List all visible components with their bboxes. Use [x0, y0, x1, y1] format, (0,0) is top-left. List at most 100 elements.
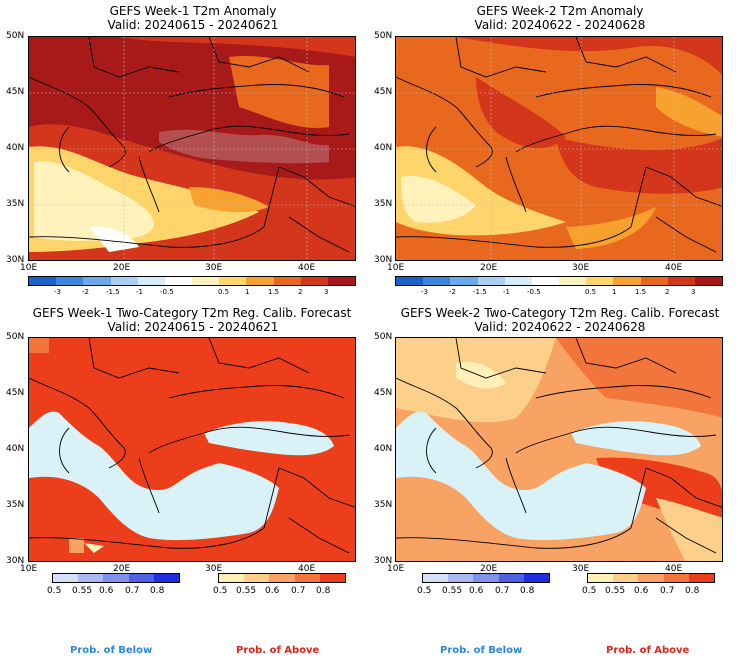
cbar-swatch: [450, 277, 478, 285]
panel1-cbar-tick: -3: [54, 288, 61, 296]
panel1-cbar-tick: 0.5: [218, 288, 230, 296]
panel4-above-tick: 0.6: [634, 586, 649, 596]
panel1-cbar-tick: 1: [245, 288, 250, 296]
panel4-probability-field: [396, 338, 722, 561]
cbar-swatch: [246, 277, 274, 285]
panel3-below-tick: 0.8: [150, 586, 165, 596]
panel1-lat-50: 50N: [6, 31, 25, 41]
panel3-lon-30: 30E: [205, 564, 223, 574]
panel1-anomaly-field: [29, 37, 355, 260]
panel4-below-colorbar: [422, 573, 550, 583]
panel2-lat-30: 30N: [374, 255, 393, 265]
cbar-swatch: [300, 277, 328, 285]
panel1-map: [28, 36, 356, 261]
panel1-cbar-tick: 1.5: [268, 288, 280, 296]
above-swatch: [269, 574, 295, 582]
panel4-below-tick: 0.8: [520, 586, 535, 596]
panel4-below-tick: 0.55: [442, 586, 463, 596]
below-swatch: [523, 574, 550, 582]
panel4-lon-20: 20E: [480, 564, 498, 574]
panel4-lon-40: 40E: [665, 564, 683, 574]
panel3-above-tick: 0.7: [291, 586, 306, 596]
panel3-lat-35: 35N: [6, 500, 25, 510]
cbar-swatch: [667, 277, 695, 285]
panel2-lat-40: 40N: [374, 143, 393, 153]
cbar-swatch: [83, 277, 111, 285]
below-swatch: [423, 574, 449, 582]
cbar-swatch: [613, 277, 641, 285]
panel3-above-tick: 0.5: [213, 586, 228, 596]
panel2-cbar-tick: 3: [691, 288, 696, 296]
panel3-lat-50: 50N: [6, 332, 25, 342]
panel4-above-tick: 0.5: [582, 586, 597, 596]
panel3-below-tick: 0.6: [99, 586, 114, 596]
cbar-swatch: [219, 277, 247, 285]
panel3-above-colorbar: [218, 573, 346, 583]
below-swatch: [498, 574, 524, 582]
panel4-valid: Valid: 20240622 - 20240628: [474, 320, 646, 334]
panel3-lon-40: 40E: [298, 564, 316, 574]
panel4-lat-30: 30N: [374, 556, 393, 566]
panel1-cbar-tick: 3: [324, 288, 329, 296]
below-swatch: [78, 574, 104, 582]
panel2-lon-30: 30E: [572, 263, 590, 273]
legend-below-label-left: Prob. of Below: [70, 645, 153, 656]
cbar-swatch: [56, 277, 84, 285]
panel1-cbar-tick: -1: [136, 288, 143, 296]
panel2-anomaly-field: [396, 37, 722, 260]
above-swatch: [663, 574, 689, 582]
panel4-below-tick: 0.7: [495, 586, 510, 596]
legend-below-label-right: Prob. of Below: [440, 645, 523, 656]
panel4-lon-30: 30E: [572, 564, 590, 574]
panel3-below-tick: 0.55: [72, 586, 93, 596]
panel3-probability-field: [29, 338, 355, 561]
panel2-lat-45: 45N: [374, 87, 393, 97]
above-swatch: [688, 574, 715, 582]
panel2-cbar-tick: -0.5: [527, 288, 541, 296]
panel1-lon-10: 10E: [20, 263, 38, 273]
above-swatch: [613, 574, 639, 582]
panel4-title: GEFS Week-2 Two-Category T2m Reg. Calib.…: [400, 306, 720, 320]
panel3-valid: Valid: 20240615 - 20240621: [107, 320, 279, 334]
panel1-valid: Valid: 20240615 - 20240621: [107, 18, 279, 32]
panel1-title: GEFS Week-1 T2m Anomaly: [109, 4, 277, 18]
panel4-map: [395, 337, 723, 562]
panel1-lat-35: 35N: [6, 199, 25, 209]
panel4-lat-35: 35N: [374, 500, 393, 510]
cbar-swatch: [477, 277, 505, 285]
panel1-lat-45: 45N: [6, 87, 25, 97]
panel2-map: [395, 36, 723, 261]
panel3-lat-45: 45N: [6, 388, 25, 398]
cbar-swatch: [559, 277, 587, 285]
panel2-cbar-tick: -1.5: [473, 288, 487, 296]
panel4-above-colorbar: [587, 573, 715, 583]
cbar-swatch: [423, 277, 451, 285]
panel2-colorbar: [395, 276, 723, 286]
panel4-below-tick: 0.5: [417, 586, 432, 596]
panel1-lat-40: 40N: [6, 143, 25, 153]
cbar-swatch: [531, 277, 560, 285]
panel2-cbar-tick: 1.5: [635, 288, 647, 296]
panel2-lat-35: 35N: [374, 199, 393, 209]
panel1-lon-40: 40E: [298, 263, 316, 273]
panel2-lat-50: 50N: [374, 31, 393, 41]
panel2-cbar-tick: -2: [449, 288, 456, 296]
below-swatch: [53, 574, 79, 582]
panel2-lon-10: 10E: [387, 263, 405, 273]
cbar-swatch: [273, 277, 301, 285]
cbar-swatch: [694, 277, 723, 285]
panel4-lon-10: 10E: [387, 564, 405, 574]
panel1-cbar-tick: -0.5: [160, 288, 174, 296]
above-swatch: [219, 574, 245, 582]
panel4-below-tick: 0.6: [469, 586, 484, 596]
panel2-cbar-tick: -3: [421, 288, 428, 296]
panel3-map: [28, 337, 356, 562]
panel4-above-tick: 0.7: [660, 586, 675, 596]
above-swatch: [319, 574, 346, 582]
panel1-lon-30: 30E: [205, 263, 223, 273]
panel3-below-colorbar: [52, 573, 180, 583]
panel2-valid: Valid: 20240622 - 20240628: [474, 18, 646, 32]
below-swatch: [473, 574, 499, 582]
panel4-lat-40: 40N: [374, 444, 393, 454]
panel2-cbar-tick: -1: [503, 288, 510, 296]
